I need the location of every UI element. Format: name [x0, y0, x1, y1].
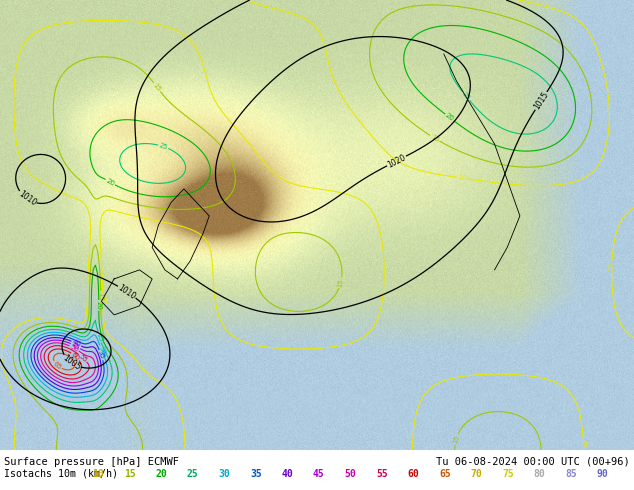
Text: 55: 55	[77, 353, 88, 364]
Text: 40: 40	[71, 339, 82, 348]
Text: 1015: 1015	[532, 90, 550, 111]
Text: 20: 20	[96, 301, 102, 310]
Text: 10: 10	[457, 174, 467, 182]
Text: 75: 75	[502, 469, 514, 479]
Text: 50: 50	[69, 343, 79, 353]
Text: 55: 55	[376, 469, 388, 479]
Text: 70: 70	[470, 469, 482, 479]
Text: 20: 20	[105, 177, 115, 187]
Text: 40: 40	[281, 469, 293, 479]
Text: 10: 10	[93, 469, 104, 479]
Text: Tu 06-08-2024 00:00 UTC (00+96): Tu 06-08-2024 00:00 UTC (00+96)	[436, 457, 630, 467]
Text: 15: 15	[152, 82, 162, 93]
Text: 15: 15	[429, 133, 440, 143]
Text: 25: 25	[461, 91, 471, 101]
Text: 65: 65	[52, 360, 63, 370]
Text: 85: 85	[565, 469, 577, 479]
Text: 20: 20	[444, 112, 455, 122]
Text: 30: 30	[98, 345, 107, 356]
Text: 10: 10	[609, 262, 615, 271]
Text: 80: 80	[533, 469, 545, 479]
Text: 15: 15	[124, 469, 136, 479]
Text: 50: 50	[344, 469, 356, 479]
Text: 25: 25	[158, 142, 169, 151]
Text: 15: 15	[452, 434, 460, 444]
Text: 10: 10	[100, 295, 106, 304]
Text: 90: 90	[597, 469, 608, 479]
Text: Isotachs 10m (km/h): Isotachs 10m (km/h)	[4, 469, 118, 479]
Text: 1010: 1010	[16, 189, 37, 208]
Text: 45: 45	[313, 469, 325, 479]
Text: Surface pressure [hPa] ECMWF: Surface pressure [hPa] ECMWF	[4, 457, 179, 467]
Text: 60: 60	[408, 469, 419, 479]
Text: 15: 15	[98, 292, 104, 301]
Text: 60: 60	[70, 351, 81, 362]
Text: 65: 65	[439, 469, 451, 479]
Text: 20: 20	[155, 469, 167, 479]
Text: 15: 15	[337, 278, 345, 288]
Text: 45: 45	[70, 342, 81, 351]
Text: 25: 25	[187, 469, 198, 479]
Text: 10: 10	[580, 439, 586, 448]
Text: 35: 35	[97, 350, 105, 360]
Text: 1020: 1020	[386, 152, 407, 170]
Text: 30: 30	[219, 469, 230, 479]
Text: 1010: 1010	[117, 283, 138, 301]
Text: 1005: 1005	[61, 353, 82, 372]
Text: 35: 35	[250, 469, 262, 479]
Text: 25: 25	[96, 333, 104, 343]
